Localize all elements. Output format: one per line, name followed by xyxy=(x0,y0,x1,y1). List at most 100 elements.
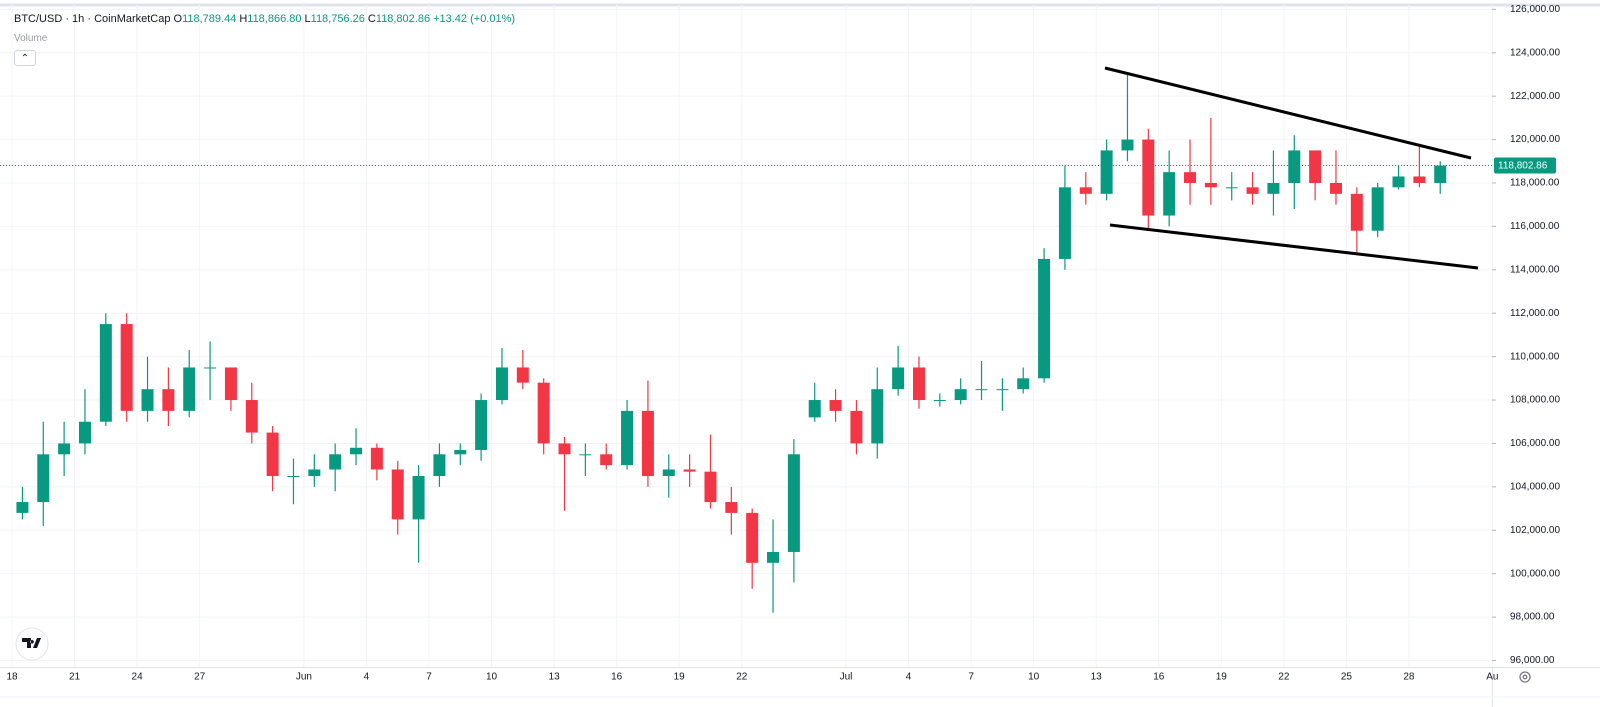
x-tick-label: 4 xyxy=(364,672,370,683)
x-tick-label: Jul xyxy=(840,672,853,683)
candle-body xyxy=(329,454,342,470)
candle-body xyxy=(204,367,217,369)
symbol[interactable]: BTC/USD · 1h · CoinMarketCap xyxy=(14,13,171,25)
candle-body xyxy=(892,367,905,390)
x-tick-label: Jun xyxy=(296,672,312,683)
candle-body xyxy=(78,421,91,444)
trendline-lower[interactable] xyxy=(1109,223,1479,270)
candle-body xyxy=(787,454,800,552)
quote-key: O xyxy=(173,13,183,25)
x-tick-label: 16 xyxy=(611,672,623,683)
legend-header: BTC/USD · 1h · CoinMarketCap O118,789.44… xyxy=(14,13,515,25)
candle-body xyxy=(370,447,383,470)
last-price-box xyxy=(1494,157,1556,174)
candle-body xyxy=(495,367,508,401)
y-tick-label: 118,000.00 xyxy=(1510,178,1560,189)
last-price-label: 118,802.86 xyxy=(1498,161,1548,172)
trendline-upper[interactable] xyxy=(1104,66,1472,160)
x-tick-label: 16 xyxy=(1153,672,1165,683)
x-tick-label: 19 xyxy=(1216,672,1228,683)
x-tick-label: 22 xyxy=(736,672,748,683)
y-tick-label: 106,000.00 xyxy=(1510,438,1560,449)
quote-value: 118,866.80 xyxy=(247,13,302,25)
candle-body xyxy=(391,469,404,520)
quote-item: L118,756.26 xyxy=(305,13,365,25)
candle-body xyxy=(1309,150,1322,183)
candle-body xyxy=(621,410,634,466)
x-tick-label: 10 xyxy=(1028,672,1040,683)
candle-body xyxy=(954,389,967,401)
candle-body xyxy=(1413,176,1426,183)
candle-body xyxy=(1288,150,1301,183)
x-tick-label: 22 xyxy=(1278,672,1290,683)
candle-body xyxy=(1392,176,1405,188)
candle-body xyxy=(120,324,133,411)
candle-body xyxy=(725,502,738,513)
candle-body xyxy=(516,367,529,383)
x-tick-label: 25 xyxy=(1341,672,1353,683)
candle-body xyxy=(454,449,467,455)
x-tick-label: 13 xyxy=(1091,672,1103,683)
y-tick-label: 108,000.00 xyxy=(1510,395,1560,406)
x-tick-label: 13 xyxy=(549,672,561,683)
volume-label[interactable]: Volume xyxy=(14,33,48,44)
candle-body xyxy=(1079,187,1092,194)
candle-body xyxy=(412,475,425,520)
quote-key: C xyxy=(367,13,376,25)
candle-body xyxy=(1142,139,1155,216)
plot xyxy=(0,5,1493,667)
candle-body xyxy=(58,443,71,455)
y-tick-label: 114,000.00 xyxy=(1510,264,1560,275)
x-tick-label: 24 xyxy=(132,672,144,683)
candle-body xyxy=(287,475,300,477)
quote-key: H xyxy=(239,13,248,25)
y-tick-label: 98,000.00 xyxy=(1510,612,1555,623)
quote-value: 118,756.26 xyxy=(310,13,365,25)
candle-body xyxy=(850,410,863,444)
candle-body xyxy=(350,447,363,455)
candle-body xyxy=(1121,139,1134,151)
settings-icon[interactable] xyxy=(1519,671,1531,683)
candle-body xyxy=(808,400,821,418)
candle-body xyxy=(1017,378,1030,390)
quote-item: H118,866.80 xyxy=(239,13,301,25)
y-tick-label: 104,000.00 xyxy=(1510,481,1560,492)
candle-body xyxy=(1434,165,1447,183)
candle-body xyxy=(1100,150,1113,194)
candle-body xyxy=(829,400,842,411)
candle-body xyxy=(1267,182,1280,194)
candle-body xyxy=(996,389,1009,391)
candle-body xyxy=(224,367,237,401)
candle-body xyxy=(99,324,112,422)
candle-body xyxy=(641,410,654,476)
candle-body xyxy=(746,512,759,563)
y-tick-label: 116,000.00 xyxy=(1510,221,1560,232)
x-tick-label: 7 xyxy=(968,672,974,683)
y-tick-label: 124,000.00 xyxy=(1510,47,1560,58)
candle-body xyxy=(183,367,196,411)
y-tick-label: 126,000.00 xyxy=(1510,4,1560,15)
candle-body xyxy=(767,551,780,563)
collapse-button[interactable]: ⌃ xyxy=(14,50,36,66)
candle-body xyxy=(433,454,446,476)
candle-body xyxy=(704,471,717,503)
quote-change: +13.42 (+0.01%) xyxy=(433,13,516,25)
candle-body xyxy=(475,400,488,450)
candle-body xyxy=(662,469,675,476)
candle-body xyxy=(1184,172,1197,183)
y-tick-label: 120,000.00 xyxy=(1510,134,1560,145)
candle-body xyxy=(266,432,279,476)
tv-logo[interactable] xyxy=(15,627,49,661)
y-tick-label: 112,000.00 xyxy=(1510,308,1560,319)
candle-body xyxy=(37,454,50,503)
y-tick-label: 100,000.00 xyxy=(1510,568,1560,579)
candle-body xyxy=(537,382,550,444)
quote-item: O118,789.44 xyxy=(174,13,237,25)
candle-body xyxy=(871,389,884,444)
candle-body xyxy=(1371,187,1384,231)
candle-body xyxy=(141,389,154,411)
candle-body xyxy=(975,389,988,391)
candle-body xyxy=(1225,187,1238,189)
candle-body xyxy=(579,454,592,456)
